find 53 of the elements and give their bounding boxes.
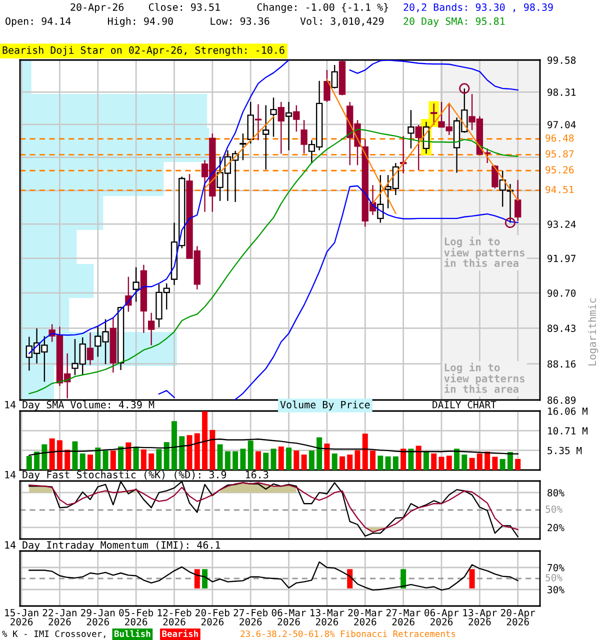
legend-title: % K - IMI Crossover, [2, 630, 106, 638]
text: DAILY CHART [432, 400, 496, 408]
chart-title: 20-Apr-26 Close: 93.51 Change: -1.00 {-1.1 %} [70, 3, 388, 13]
x-tick-label: 06-Apr 2026 [424, 609, 459, 626]
ref-line-label: 96.48 [546, 134, 574, 142]
y-tick-label: 10.71 M [548, 427, 588, 435]
chart-title: 14 Day Intraday Momentum (IMI): 46.1 [5, 540, 220, 551]
y-tick-label: 86.89 [548, 396, 576, 404]
x-tick-label: 12-Feb 2026 [158, 608, 192, 626]
ref-line-label: 50% [546, 574, 562, 582]
text: Bearish [162, 630, 198, 638]
y-tick-label: 89.43 [548, 324, 576, 332]
ref-line-label: 50% [546, 505, 562, 513]
x-tick-label: 13-Apr 2026 [463, 609, 497, 626]
y-tick-label: 90.70 [548, 289, 576, 297]
y-tick-label: 93.24 [548, 220, 576, 228]
band-label: Log in to view patterns in this area [444, 236, 524, 267]
x-tick-label: 29-Jan 2026 [81, 609, 115, 626]
chart-title: 14 Day Fast Stochastic (%K) (%D): 3.9 16.3 [5, 470, 268, 480]
chart-title: 14 Day SMA Volume: 4.39 M [5, 400, 154, 410]
y-axis-title: Logarithmic [588, 298, 598, 366]
ref-line-label: 94.51 [546, 186, 574, 194]
y-tick-label: 80% [548, 489, 564, 496]
y-tick-label: 16.06 M [548, 408, 588, 415]
y-tick-label: 30% [548, 586, 564, 594]
x-tick-label: 22-Jan 2026 [42, 609, 76, 626]
ref-line-label: 95.26 [546, 166, 574, 174]
y-tick-label: 70% [548, 564, 564, 572]
y-tick-label: 91.97 [548, 254, 576, 262]
text: Volume By Price [280, 400, 370, 410]
y-tick-label: 5.35 M [548, 446, 582, 454]
text: Bearish Doji Star on 02-Apr-26, Strength: -10.6 [2, 46, 284, 56]
x-tick-label: 06-Mar 2026 [272, 609, 306, 626]
x-tick-label: 20-Mar 2026 [348, 609, 382, 626]
x-tick-label: 15-Jan 2026 [5, 609, 38, 626]
text: 23.6-38.2-50-61.8% Fibonacci Retracements [240, 630, 456, 638]
y-tick-label: 99.58 [548, 56, 576, 64]
x-tick-label: 27-Mar 2026 [386, 609, 421, 626]
x-tick-label: 05-Feb 2026 [119, 608, 154, 626]
x-tick-label: 13-Mar 2026 [310, 609, 344, 626]
y-tick-label: 97.04 [548, 120, 576, 128]
text: 20,2 Bands: 93.30 , 98.39 [404, 3, 553, 12]
x-tick-label: 20-Apr 2026 [501, 609, 536, 626]
y-tick-label: 20% [548, 524, 564, 532]
y-tick-label: 98.31 [548, 88, 576, 96]
text: Bullish [114, 630, 150, 638]
x-tick-label: 20-Feb 2026 [196, 608, 230, 626]
text: 20 Day SMA: 95.81 [404, 17, 505, 27]
annotation: Log in to view patterns in this area [444, 362, 524, 393]
ref-line-label: 95.87 [546, 150, 574, 158]
chart-subtitle: Open: 94.14 High: 94.90 Low: 93.36 Vol: 3,010,429 [6, 17, 384, 27]
x-tick-label: 27-Feb 2026 [234, 608, 268, 626]
y-tick-label: 88.16 [548, 360, 576, 368]
